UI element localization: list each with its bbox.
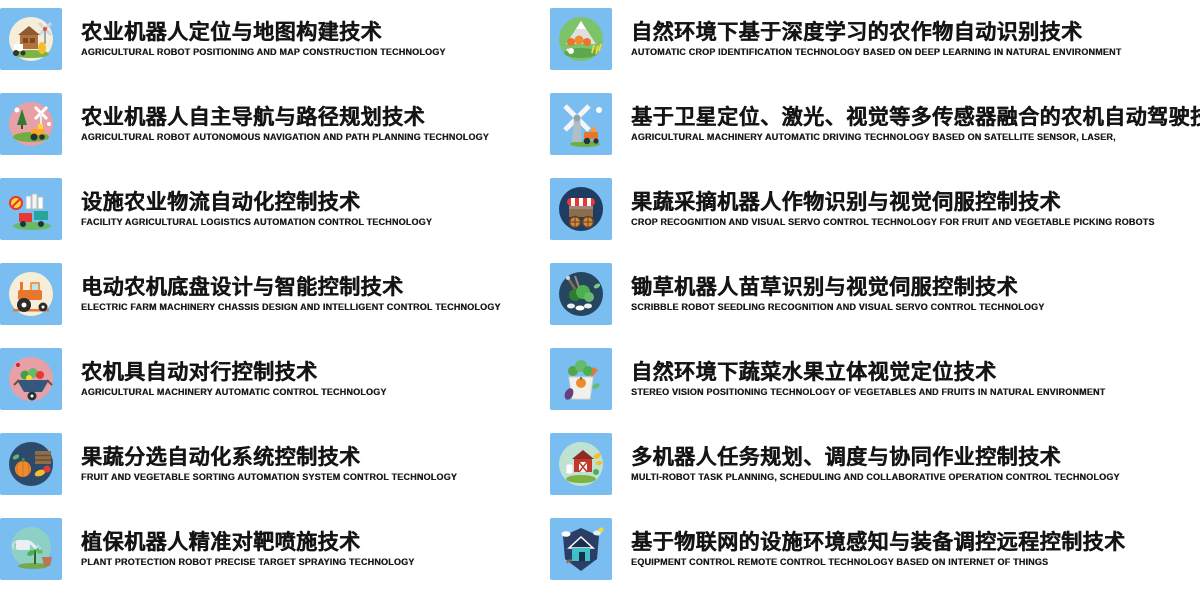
tech-title: 果蔬分选自动化系统控制技术 bbox=[81, 446, 361, 469]
icon-tile bbox=[0, 433, 62, 495]
tech-title: 果蔬采摘机器人作物识别与视觉伺服控制技术 bbox=[631, 191, 1061, 214]
tech-title: 农机具自动对行控制技术 bbox=[81, 361, 318, 384]
icon-tile bbox=[550, 93, 612, 155]
tech-subtitle: MULTI-ROBOT TASK PLANNING, SCHEDULING AN… bbox=[631, 472, 1120, 482]
barn-plants-icon bbox=[555, 438, 607, 490]
tech-item: 果蔬采摘机器人作物识别与视觉伺服控制技术 CROP RECOGNITION AN… bbox=[550, 178, 1200, 240]
tech-item: 植保机器人精准对靶喷施技术 PLANT PROTECTION ROBOT PRE… bbox=[0, 518, 548, 580]
tech-title: 自然环境下基于深度学习的农作物自动识别技术 bbox=[631, 21, 1083, 44]
tech-item: 农业机器人自主导航与路径规划技术 AGRICULTURAL ROBOT AUTO… bbox=[0, 93, 548, 155]
orchard-windmill-tractor-icon bbox=[5, 98, 57, 150]
fruit-crate-icon bbox=[5, 438, 57, 490]
tech-subtitle: AGRICULTURAL MACHINERY AUTOMATIC CONTROL… bbox=[81, 387, 387, 397]
tech-title: 电动农机底盘设计与智能控制技术 bbox=[81, 276, 404, 299]
tech-subtitle: STEREO VISION POSITIONING TECHNOLOGY OF … bbox=[631, 387, 1106, 397]
tech-subtitle: FACILITY AGRICULTURAL LOGISTICS AUTOMATI… bbox=[81, 217, 433, 227]
harvest-wheelbarrow-icon bbox=[5, 353, 57, 405]
tech-item: 基于物联网的设施环境感知与装备调控远程控制技术 EQUIPMENT CONTRO… bbox=[550, 518, 1200, 580]
tech-title: 基于卫星定位、激光、视觉等多传感器融合的农机自动驾驶技术 bbox=[631, 106, 1200, 129]
icon-tile bbox=[0, 8, 62, 70]
tech-subtitle: CROP RECOGNITION AND VISUAL SERVO CONTRO… bbox=[631, 217, 1155, 227]
icon-tile bbox=[0, 263, 62, 325]
tech-item: 基于卫星定位、激光、视觉等多传感器融合的农机自动驾驶技术 AGRICULTURA… bbox=[550, 93, 1200, 155]
tech-title: 锄草机器人苗草识别与视觉伺服控制技术 bbox=[631, 276, 1018, 299]
tech-item: 农机具自动对行控制技术 AGRICULTURAL MACHINERY AUTOM… bbox=[0, 348, 548, 410]
tech-title: 农业机器人自主导航与路径规划技术 bbox=[81, 106, 425, 129]
tech-subtitle: AGRICULTURAL ROBOT AUTONOMOUS NAVIGATION… bbox=[81, 132, 489, 142]
tech-item: 果蔬分选自动化系统控制技术 FRUIT AND VEGETABLE SORTIN… bbox=[0, 433, 548, 495]
left-column: 农业机器人定位与地图构建技术 AGRICULTURAL ROBOT POSITI… bbox=[0, 8, 548, 580]
tech-item: 锄草机器人苗草识别与视觉伺服控制技术 SCRIBBLE ROBOT SEEDLI… bbox=[550, 263, 1200, 325]
tech-item: 电动农机底盘设计与智能控制技术 ELECTRIC FARM MACHINERY … bbox=[0, 263, 548, 325]
icon-tile bbox=[550, 348, 612, 410]
tech-subtitle: FRUIT AND VEGETABLE SORTING AUTOMATION S… bbox=[81, 472, 457, 482]
icon-tile bbox=[0, 93, 62, 155]
tech-subtitle: EQUIPMENT CONTROL REMOTE CONTROL TECHNOL… bbox=[631, 557, 1049, 567]
smart-home-shield-icon bbox=[555, 523, 607, 575]
weeding-plants-icon bbox=[555, 268, 607, 320]
tech-title: 自然环境下蔬菜水果立体视觉定位技术 bbox=[631, 361, 997, 384]
tech-title: 基于物联网的设施环境感知与装备调控远程控制技术 bbox=[631, 531, 1126, 554]
vegetable-bag-icon bbox=[555, 353, 607, 405]
hill-farm-icon bbox=[555, 13, 607, 65]
watering-plant-icon bbox=[5, 523, 57, 575]
icon-tile bbox=[0, 348, 62, 410]
tech-subtitle: AUTOMATIC CROP IDENTIFICATION TECHNOLOGY… bbox=[631, 47, 1122, 57]
icon-tile bbox=[0, 178, 62, 240]
icon-tile bbox=[550, 518, 612, 580]
tech-item: 多机器人任务规划、调度与协同作业控制技术 MULTI-ROBOT TASK PL… bbox=[550, 433, 1200, 495]
food-cart-icon bbox=[555, 183, 607, 235]
tech-item: 农业机器人定位与地图构建技术 AGRICULTURAL ROBOT POSITI… bbox=[0, 8, 548, 70]
right-column: 自然环境下基于深度学习的农作物自动识别技术 AUTOMATIC CROP IDE… bbox=[550, 8, 1200, 580]
tech-item: 自然环境下基于深度学习的农作物自动识别技术 AUTOMATIC CROP IDE… bbox=[550, 8, 1200, 70]
tech-item: 设施农业物流自动化控制技术 FACILITY AGRICULTURAL LOGI… bbox=[0, 178, 548, 240]
icon-tile bbox=[550, 433, 612, 495]
electric-tractor-icon bbox=[5, 268, 57, 320]
icon-tile bbox=[0, 518, 62, 580]
tech-title: 设施农业物流自动化控制技术 bbox=[81, 191, 361, 214]
logistics-cart-icon bbox=[5, 183, 57, 235]
tech-item: 自然环境下蔬菜水果立体视觉定位技术 STEREO VISION POSITION… bbox=[550, 348, 1200, 410]
tech-title: 植保机器人精准对靶喷施技术 bbox=[81, 531, 361, 554]
windmill-tractor-icon bbox=[555, 98, 607, 150]
tech-subtitle: ELECTRIC FARM MACHINERY CHASSIS DESIGN A… bbox=[81, 302, 501, 312]
tech-subtitle: PLANT PROTECTION ROBOT PRECISE TARGET SP… bbox=[81, 557, 415, 567]
icon-tile bbox=[550, 178, 612, 240]
tech-title: 农业机器人定位与地图构建技术 bbox=[81, 21, 382, 44]
tech-subtitle: AGRICULTURAL ROBOT POSITIONING AND MAP C… bbox=[81, 47, 446, 57]
icon-tile bbox=[550, 8, 612, 70]
tech-subtitle: AGRICULTURAL MACHINERY AUTOMATIC DRIVING… bbox=[631, 132, 1116, 142]
farm-barn-windmill-icon bbox=[5, 13, 57, 65]
tech-title: 多机器人任务规划、调度与协同作业控制技术 bbox=[631, 446, 1061, 469]
tech-subtitle: SCRIBBLE ROBOT SEEDLING RECOGNITION AND … bbox=[631, 302, 1045, 312]
icon-tile bbox=[550, 263, 612, 325]
